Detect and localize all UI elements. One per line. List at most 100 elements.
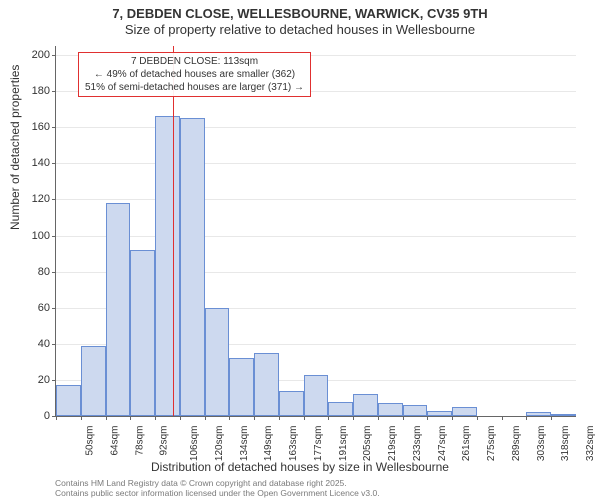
- xtick-label: 247sqm: [437, 426, 448, 462]
- ytick-label: 160: [32, 121, 50, 133]
- xtick-mark: [551, 416, 552, 420]
- ytick-mark: [52, 55, 56, 56]
- y-axis-label: Number of detached properties: [8, 65, 22, 230]
- histogram-bar: [551, 414, 576, 416]
- ytick-label: 20: [38, 374, 50, 386]
- xtick-label: 303sqm: [536, 426, 547, 462]
- xtick-label: 289sqm: [511, 426, 522, 462]
- xtick-mark: [353, 416, 354, 420]
- annotation-box: 7 DEBDEN CLOSE: 113sqm ← 49% of detached…: [78, 52, 311, 97]
- gridline: [56, 163, 576, 164]
- xtick-label: 205sqm: [362, 426, 373, 462]
- histogram-bar: [427, 411, 452, 416]
- histogram-bar: [304, 375, 329, 417]
- footer-attribution: Contains HM Land Registry data © Crown c…: [55, 478, 380, 498]
- ytick-mark: [52, 344, 56, 345]
- histogram-bar: [403, 405, 428, 416]
- xtick-label: 78sqm: [134, 426, 145, 456]
- xtick-label: 120sqm: [214, 426, 225, 462]
- histogram-bar: [254, 353, 279, 416]
- ytick-mark: [52, 127, 56, 128]
- histogram-bar: [180, 118, 205, 416]
- xtick-mark: [502, 416, 503, 420]
- ytick-label: 60: [38, 302, 50, 314]
- histogram-bar: [328, 402, 353, 416]
- xtick-mark: [81, 416, 82, 420]
- xtick-mark: [452, 416, 453, 420]
- xtick-label: 219sqm: [387, 426, 398, 462]
- title-line2: Size of property relative to detached ho…: [0, 22, 600, 38]
- xtick-mark: [130, 416, 131, 420]
- ytick-mark: [52, 272, 56, 273]
- histogram-bar: [81, 346, 106, 416]
- ytick-mark: [52, 163, 56, 164]
- x-axis-label: Distribution of detached houses by size …: [0, 460, 600, 474]
- xtick-mark: [378, 416, 379, 420]
- xtick-label: 191sqm: [338, 426, 349, 462]
- ytick-label: 40: [38, 338, 50, 350]
- xtick-mark: [279, 416, 280, 420]
- histogram-bar: [526, 412, 551, 416]
- xtick-mark: [526, 416, 527, 420]
- histogram-bar: [229, 358, 254, 416]
- xtick-label: 332sqm: [585, 426, 596, 462]
- chart-container: 7, DEBDEN CLOSE, WELLESBOURNE, WARWICK, …: [0, 0, 600, 500]
- xtick-label: 50sqm: [85, 426, 96, 456]
- xtick-mark: [106, 416, 107, 420]
- plot-area: 7 DEBDEN CLOSE: 113sqm ← 49% of detached…: [55, 46, 576, 417]
- ytick-label: 140: [32, 157, 50, 169]
- histogram-bar: [56, 385, 81, 416]
- xtick-label: 106sqm: [189, 426, 200, 462]
- xtick-mark: [427, 416, 428, 420]
- xtick-label: 149sqm: [263, 426, 274, 462]
- xtick-mark: [304, 416, 305, 420]
- ytick-mark: [52, 236, 56, 237]
- xtick-label: 92sqm: [159, 426, 170, 456]
- xtick-label: 177sqm: [313, 426, 324, 462]
- xtick-label: 134sqm: [239, 426, 250, 462]
- histogram-bar: [378, 403, 403, 416]
- xtick-mark: [229, 416, 230, 420]
- xtick-mark: [155, 416, 156, 420]
- xtick-label: 275sqm: [486, 426, 497, 462]
- annotation-line2: ← 49% of detached houses are smaller (36…: [85, 68, 304, 81]
- histogram-bar: [130, 250, 155, 416]
- ytick-label: 120: [32, 193, 50, 205]
- xtick-mark: [328, 416, 329, 420]
- ytick-mark: [52, 380, 56, 381]
- footer-line2: Contains public sector information licen…: [55, 488, 380, 498]
- histogram-bar: [279, 391, 304, 416]
- xtick-label: 163sqm: [288, 426, 299, 462]
- xtick-mark: [403, 416, 404, 420]
- footer-line1: Contains HM Land Registry data © Crown c…: [55, 478, 380, 488]
- annotation-line3: 51% of semi-detached houses are larger (…: [85, 81, 304, 94]
- xtick-mark: [254, 416, 255, 420]
- histogram-bar: [353, 394, 378, 416]
- ytick-mark: [52, 91, 56, 92]
- title-line1: 7, DEBDEN CLOSE, WELLESBOURNE, WARWICK, …: [0, 6, 600, 22]
- xtick-label: 318sqm: [561, 426, 572, 462]
- ytick-mark: [52, 308, 56, 309]
- xtick-label: 64sqm: [109, 426, 120, 456]
- histogram-bar: [205, 308, 230, 416]
- xtick-mark: [56, 416, 57, 420]
- gridline: [56, 199, 576, 200]
- xtick-mark: [205, 416, 206, 420]
- reference-line: [173, 46, 174, 416]
- gridline: [56, 127, 576, 128]
- xtick-label: 233sqm: [412, 426, 423, 462]
- xtick-mark: [180, 416, 181, 420]
- histogram-bar: [452, 407, 477, 416]
- histogram-bar: [106, 203, 131, 416]
- ytick-label: 100: [32, 230, 50, 242]
- ytick-mark: [52, 199, 56, 200]
- ytick-label: 180: [32, 85, 50, 97]
- title-block: 7, DEBDEN CLOSE, WELLESBOURNE, WARWICK, …: [0, 0, 600, 39]
- ytick-label: 0: [44, 410, 50, 422]
- histogram-bar: [155, 116, 180, 416]
- annotation-line1: 7 DEBDEN CLOSE: 113sqm: [85, 55, 304, 68]
- ytick-label: 200: [32, 49, 50, 61]
- xtick-mark: [477, 416, 478, 420]
- gridline: [56, 236, 576, 237]
- xtick-label: 261sqm: [462, 426, 473, 462]
